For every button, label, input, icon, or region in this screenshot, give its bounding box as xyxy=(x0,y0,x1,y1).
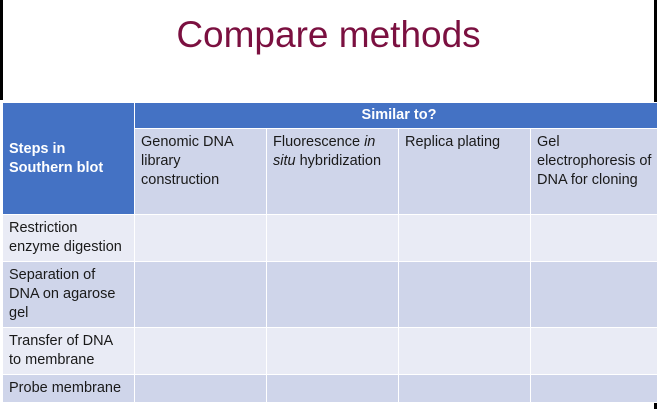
table-row: Separation of DNA on agarose gel xyxy=(2,261,657,328)
column-replica-plating: Replica plating xyxy=(398,128,531,215)
table-cell xyxy=(530,214,657,262)
table-cell xyxy=(134,327,267,375)
table-cell xyxy=(134,261,267,328)
table-cell xyxy=(398,214,531,262)
table-cell xyxy=(530,261,657,328)
table-cell xyxy=(398,374,531,403)
table-cell xyxy=(530,374,657,403)
table-cell xyxy=(398,327,531,375)
table-row: Probe membrane xyxy=(2,374,657,403)
slide-title: Compare methods xyxy=(176,14,481,55)
table-cell xyxy=(266,374,399,403)
steps-header: Steps in Southern blot xyxy=(2,102,135,215)
row-label-restriction: Restriction enzyme digestion xyxy=(2,214,135,262)
column-gel-electrophoresis: Gel electrophoresis of DNA for cloning xyxy=(530,128,657,215)
row-label-transfer: Transfer of DNA to membrane xyxy=(2,327,135,375)
left-edge-bar xyxy=(0,0,3,100)
method-columns-row: Genomic DNA library construction Fluores… xyxy=(3,128,657,215)
table-cell xyxy=(134,214,267,262)
table-cell xyxy=(530,327,657,375)
column-genomic-library: Genomic DNA library construction xyxy=(134,128,267,215)
table-cell xyxy=(134,374,267,403)
comparison-table: Steps in Southern blot Similar to? Genom… xyxy=(2,102,657,403)
table-cell xyxy=(266,214,399,262)
similar-to-header: Similar to? xyxy=(134,102,657,129)
table-header-row: Steps in Southern blot Similar to? xyxy=(2,102,657,215)
row-label-probe: Probe membrane xyxy=(2,374,135,403)
column-fish: Fluorescence in situ hybridization xyxy=(266,128,399,215)
row-label-separation: Separation of DNA on agarose gel xyxy=(2,261,135,328)
table-cell xyxy=(398,261,531,328)
table-cell xyxy=(266,327,399,375)
table-row: Restriction enzyme digestion xyxy=(2,214,657,262)
table-row: Transfer of DNA to membrane xyxy=(2,327,657,375)
table-cell xyxy=(266,261,399,328)
